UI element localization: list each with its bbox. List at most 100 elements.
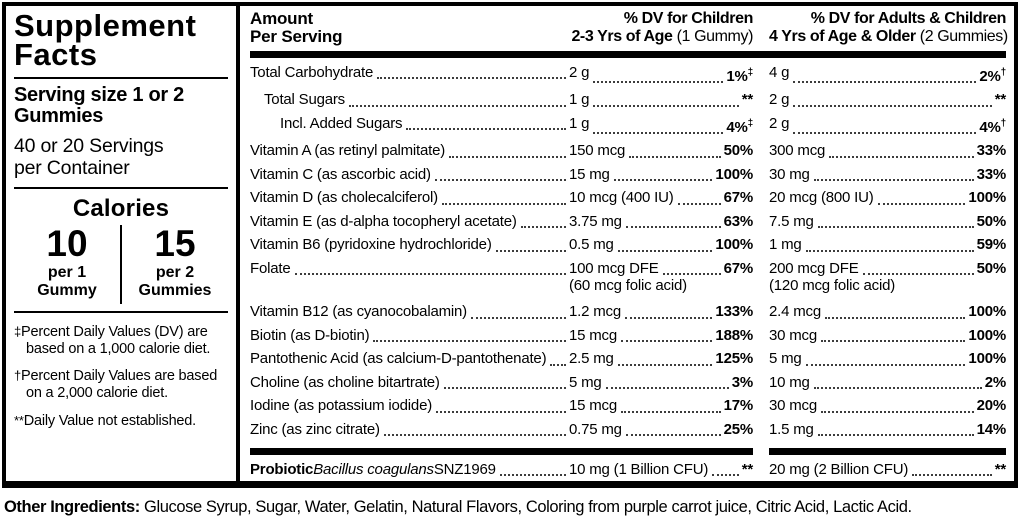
amount-adults: 1.5 mg [769,420,814,438]
nutrient-name: Vitamin B6 (pyridoxine hydrochloride) [250,236,492,254]
probiotic-name-bold: Probiotic [250,461,314,478]
nutrient-row: Total Sugars 1 g ** 2 g ** [250,88,1006,112]
dotted-leader [662,273,721,276]
dotted-leader [793,81,977,84]
dotted-leader [443,387,566,390]
nutrient-name-cell: Incl. Added Sugars [250,112,569,136]
dv-children: 3% [731,373,753,391]
amount-children: 15 mg [569,165,610,183]
amount-adults: 2 g [769,91,790,109]
dv-children: 125% [715,350,753,368]
dotted-leader [829,155,974,158]
dotted-leader [593,104,739,107]
nutrient-name-cell: Folate [250,257,569,281]
amount-children: 0.75 mg [569,420,622,438]
facts-left-panel: Supplement Facts Serving size 1 or 2 Gum… [6,6,240,481]
rule-segment [769,448,1006,455]
nutrient-row: Vitamin A (as retinyl palmitate) 150 mcg 5… [250,139,1006,163]
dotted-leader [348,104,566,107]
calories-sub-2b: Gummies [138,281,212,299]
divider [14,76,228,79]
amount-children: 1 g [569,114,590,132]
dotted-leader [813,179,974,182]
amount-adults: 300 mcg [769,142,826,160]
footnote-marker: ‡ [747,66,754,78]
amount-adults: 20 mcg (800 IU) [769,189,874,207]
dv-children: 1%‡ [726,66,754,85]
footnote-ddagger: ‡Percent Daily Values (DV) are based on … [14,323,211,357]
nutrient-name-cell: Vitamin B6 (pyridoxine hydrochloride) [250,233,569,257]
dotted-leader [406,128,566,131]
dv-children: 50% [723,142,754,160]
dotted-leader [624,316,713,319]
calories-per-2-gummies: 15 per 2 Gummies [122,225,228,304]
nutrient-row: Pantothenic Acid (as calcium-D-pantothen… [250,347,1006,371]
nutrient-name: Vitamin E (as d-alpha tocopheryl acetate… [250,212,517,230]
dv-adults: 4%† [979,117,1006,136]
amount-subnote: (60 mcg folic acid) [569,277,687,295]
rule-segment [250,448,753,455]
dotted-leader [629,155,721,158]
dotted-leader [625,434,721,437]
dv-adults: 20% [976,397,1007,415]
other-ingredients: Other Ingredients: Glucose Syrup, Sugar,… [4,498,1020,517]
nutrient-name: Choline (as choline bitartrate) [250,373,440,391]
dv-children: 67% [723,189,754,207]
nutrient-name-cell: Biotin (as D-biotin) [250,324,569,348]
dotted-leader [817,434,974,437]
nutrient-table: Amount Per Serving % DV for Children 2-3… [240,6,1014,481]
dotted-leader [621,410,721,413]
nutrient-name-cell: Zinc (as zinc citrate) [250,418,569,442]
nutrient-name: Vitamin D (as cholecalciferol) [250,189,438,207]
dv-adults: ** [994,91,1006,109]
dotted-leader [793,132,977,135]
dotted-leader [449,155,566,158]
dv-children: 25% [723,420,754,438]
dv-children: ** [741,461,753,478]
nutrient-name: Iodine (as potassium iodide) [250,397,433,415]
nutrient-name-cell: Vitamin E (as d-alpha tocopheryl acetate… [250,210,569,234]
facts-box: Supplement Facts Serving size 1 or 2 Gum… [2,2,1018,488]
header-dv-children: % DV for Children 2-3 Yrs of Age (1 Gumm… [571,10,753,45]
dv-adults: 59% [976,236,1007,254]
amount-adults: 4 g [769,63,790,81]
amount-children: 15 mcg [569,397,617,415]
nutrient-name: Vitamin C (as ascorbic acid) [250,165,431,183]
header-rule-bar [250,50,1006,58]
nutrient-rows: Total Carbohydrate 2 g 1%‡ 4 g 2%† Total Suga… [250,58,1006,447]
dotted-leader [617,249,713,252]
dotted-leader [294,273,566,276]
dotted-leader [605,387,729,390]
table-header: Amount Per Serving % DV for Children 2-3… [250,9,1008,51]
header-amount-per-serving: Amount Per Serving [250,9,343,46]
dotted-leader [383,434,566,437]
amount-children: 5 mg [569,373,602,391]
amount-adults: 10 mg [769,373,810,391]
dotted-leader [434,179,566,182]
serving-size: Serving size 1 or 2 Gummies [14,83,184,128]
amount-children: 2.5 mg [569,350,614,368]
dv-adults: 100% [968,189,1006,207]
dv-children: 100% [715,236,753,254]
header-dv-adults: % DV for Adults & Children 4 Yrs of Age … [769,10,1008,45]
nutrient-name: Pantothenic Acid (as calcium-D-pantothen… [250,350,547,368]
nutrient-name: Total Carbohydrate [250,63,374,81]
amount-adults: 5 mg [769,350,802,368]
dotted-leader [805,249,974,252]
dotted-leader [821,340,966,343]
footnote-marker: ‡ [747,117,754,129]
probiotic-name-italic: Bacillus coagulans [313,461,434,478]
dotted-leader [520,226,566,229]
asterisks-symbol: ** [14,412,24,428]
dotted-leader [821,410,974,413]
dv-adults: 33% [976,142,1007,160]
probiotic-rule-bar [250,448,1006,455]
dotted-leader [621,340,713,343]
probiotic-row: Probiotic Bacillus coagulans SNZ1969 10 m… [250,455,1006,481]
nutrient-row: Total Carbohydrate 2 g 1%‡ 4 g 2%† [250,61,1006,89]
dotted-leader [495,249,566,252]
amount-children: 150 mcg [569,142,626,160]
divider [14,186,228,189]
amount-children: 100 mcg DFE [569,259,659,277]
dv-adults: 33% [976,165,1007,183]
